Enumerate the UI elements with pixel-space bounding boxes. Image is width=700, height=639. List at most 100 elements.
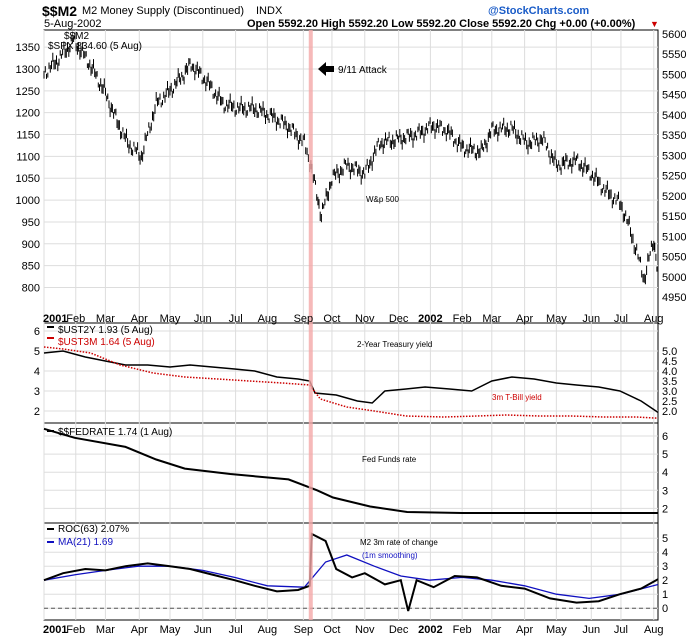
x-tick-label: 2001: [43, 624, 67, 636]
spx-price-bars: [43, 32, 658, 285]
header-ohlc: Open 5592.20 High 5592.20 Low 5592.20 Cl…: [247, 18, 636, 30]
roc-right-tick: 2: [662, 575, 668, 587]
x-tick-label: Feb: [66, 624, 85, 636]
roc-right-tick: 3: [662, 561, 668, 573]
yields-right-tick: 4.5: [662, 356, 677, 368]
x-tick-label: Dec: [389, 624, 409, 636]
price-left-tick: 1250: [16, 86, 40, 98]
x-tick-label: Mar: [96, 624, 115, 636]
yields-legend-3m: $UST3M 1.64 (5 Aug): [58, 337, 155, 348]
x-tick-label: Jul: [229, 313, 243, 325]
x-tick-label: Aug: [644, 313, 664, 325]
yields-right-tick: 3.5: [662, 376, 677, 388]
price-left-tick: 950: [22, 217, 40, 229]
x-tick-label: 2002: [418, 624, 442, 636]
chg-down-icon: ▼: [650, 19, 659, 29]
x-tick-label: Sep: [294, 624, 314, 636]
x-tick-label: May: [546, 624, 567, 636]
price-left-tick: 850: [22, 261, 40, 273]
roc-legend: ROC(63) 2.07%: [58, 524, 129, 535]
x-tick-label: May: [160, 624, 181, 636]
price-right-tick: 5150: [662, 211, 686, 223]
yields-right-tick: 2.5: [662, 396, 677, 408]
fed-legend: $$FEDRATE 1.74 (1 Aug): [58, 427, 172, 438]
x-tick-label: Oct: [323, 624, 340, 636]
yields-right-tick: 2.0: [662, 406, 677, 418]
ust3m-line: [43, 346, 659, 419]
x-tick-label: Apr: [131, 313, 148, 325]
x-tick-label: Mar: [482, 313, 501, 325]
fed-label: Fed Funds rate: [362, 455, 417, 464]
yields-2y-label: 2-Year Treasury yield: [357, 340, 432, 349]
fed-right-tick: 4: [662, 467, 668, 479]
price-left-tick: 800: [22, 283, 40, 295]
price-right-tick: 5450: [662, 90, 686, 102]
yields-left-tick: 2: [34, 406, 40, 418]
x-tick-label: Sep: [294, 313, 314, 325]
price-left-tick: 1100: [16, 151, 40, 163]
roc-right-tick: 1: [662, 589, 668, 601]
yields-right-tick: 5.0: [662, 346, 677, 358]
ust2y-line: [43, 350, 659, 414]
roc-line: [43, 532, 659, 612]
price-legend-m2: $$M2: [64, 31, 89, 42]
x-tick-label: Jul: [614, 313, 628, 325]
price-left-tick: 1350: [16, 42, 40, 54]
header-name: M2 Money Supply (Discontinued): [82, 5, 244, 17]
x-tick-label: Jul: [229, 624, 243, 636]
copyright-text: @StockCharts.com: [488, 5, 589, 17]
yields-right-tick: 3.0: [662, 386, 677, 398]
sp500-label: W&p 500: [366, 195, 399, 204]
x-tick-label: Aug: [258, 313, 278, 325]
roc-right-tick: 4: [662, 547, 668, 559]
fed-right-tick: 5: [662, 449, 668, 461]
x-tick-label: Feb: [453, 313, 472, 325]
price-left-tick: 1150: [16, 130, 40, 142]
price-right-tick: 5500: [662, 69, 686, 81]
legend-swatch-ma: [47, 541, 54, 543]
price-right-tick: 5550: [662, 49, 686, 61]
yields-left-tick: 4: [34, 366, 40, 378]
header-symbol: $$M2: [42, 3, 77, 19]
x-tick-label: Feb: [453, 624, 472, 636]
price-right-tick: 5200: [662, 191, 686, 203]
fed-right-tick: 3: [662, 485, 668, 497]
x-tick-label: May: [160, 313, 181, 325]
x-tick-label: Nov: [355, 313, 375, 325]
header-exchange: INDX: [256, 5, 283, 17]
x-tick-label: May: [546, 313, 567, 325]
x-tick-label: Feb: [66, 313, 85, 325]
price-left-tick: 1050: [16, 173, 40, 185]
yields-left-tick: 3: [34, 386, 40, 398]
price-right-tick: 5600: [662, 29, 686, 41]
fedrate-line: [43, 427, 658, 514]
x-tick-label: Nov: [355, 624, 375, 636]
x-tick-label: Aug: [258, 624, 278, 636]
price-right-tick: 5250: [662, 171, 686, 183]
attack-annotation: 9/11 Attack: [338, 65, 388, 76]
price-legend-spx: $SPX 834.60 (5 Aug): [48, 41, 142, 52]
yields-left-tick: 5: [34, 346, 40, 358]
fed-right-tick: 6: [662, 431, 668, 443]
x-tick-label: Jun: [582, 313, 600, 325]
roc-label: M2 3m rate of change: [360, 538, 438, 547]
yields-3m-label: 3m T-Bill yield: [492, 393, 542, 402]
fed-right-tick: 2: [662, 503, 668, 515]
price-left-tick: 1000: [16, 195, 40, 207]
price-left-tick: 900: [22, 239, 40, 251]
x-tick-label: Aug: [644, 624, 664, 636]
header-date: 5-Aug-2002: [44, 18, 102, 30]
price-right-tick: 5350: [662, 130, 686, 142]
price-right-tick: 5000: [662, 272, 686, 284]
x-tick-label: Mar: [96, 313, 115, 325]
x-tick-label: Jun: [194, 313, 212, 325]
yields-right-tick: 4.0: [662, 366, 677, 378]
roc-panel-frame: [43, 522, 659, 621]
ma21-line: [43, 554, 659, 600]
price-right-tick: 5400: [662, 110, 686, 122]
price-right-tick: 4950: [662, 292, 686, 304]
x-tick-label: Jun: [194, 624, 212, 636]
x-tick-label: 2002: [418, 313, 442, 325]
x-tick-label: Dec: [389, 313, 409, 325]
